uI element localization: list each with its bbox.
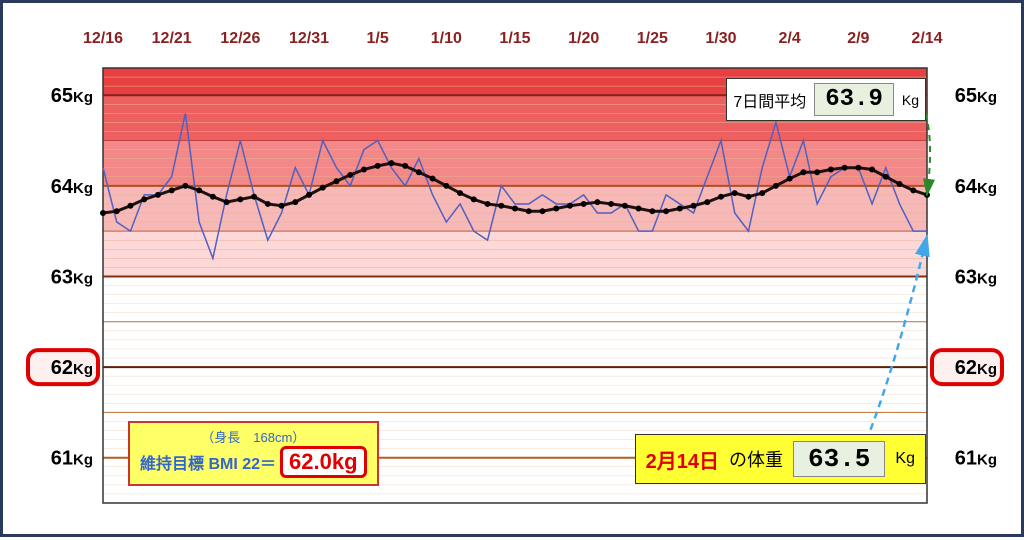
svg-text:12/16: 12/16	[83, 30, 123, 47]
target-prefix: 維持目標 BMI 22＝	[140, 450, 276, 474]
bmi-target-box: （身長 168cm） 維持目標 BMI 22＝ 62.0kg	[128, 421, 379, 486]
svg-text:2/14: 2/14	[911, 30, 942, 47]
svg-text:1/5: 1/5	[367, 30, 389, 47]
current-value: 63.5	[793, 441, 885, 477]
target-sub: （身長 168cm）	[140, 427, 367, 446]
svg-text:61Kg: 61Kg	[955, 448, 997, 470]
seven-day-average-box: 7日間平均 63.9 Kg	[726, 78, 926, 121]
svg-text:12/21: 12/21	[152, 30, 192, 47]
svg-text:12/26: 12/26	[220, 30, 260, 47]
avg-unit: Kg	[902, 92, 919, 108]
avg-label: 7日間平均	[733, 88, 806, 112]
svg-text:61Kg: 61Kg	[51, 448, 93, 470]
svg-text:62Kg: 62Kg	[955, 357, 997, 379]
current-unit: Kg	[895, 450, 915, 468]
svg-text:65Kg: 65Kg	[955, 85, 997, 107]
current-label: の体重	[729, 446, 783, 472]
svg-text:2/9: 2/9	[847, 30, 869, 47]
svg-text:1/15: 1/15	[499, 30, 530, 47]
current-date: 2月14日	[646, 445, 719, 474]
svg-text:1/10: 1/10	[431, 30, 462, 47]
avg-value: 63.9	[814, 83, 894, 116]
svg-text:1/20: 1/20	[568, 30, 599, 47]
svg-text:65Kg: 65Kg	[51, 85, 93, 107]
current-weight-box: 2月14日 の体重 63.5 Kg	[635, 434, 926, 484]
svg-text:63Kg: 63Kg	[51, 266, 93, 288]
svg-text:1/30: 1/30	[705, 30, 736, 47]
svg-text:1/25: 1/25	[637, 30, 668, 47]
svg-text:64Kg: 64Kg	[51, 176, 93, 198]
svg-text:12/31: 12/31	[289, 30, 329, 47]
chart-frame: 12/16 12/21 12/26 12/31 1/5 1/10 1/15 1/20 1/25 1…	[0, 0, 1024, 537]
svg-text:2/4: 2/4	[779, 30, 801, 47]
svg-text:62Kg: 62Kg	[51, 357, 93, 379]
svg-text:64Kg: 64Kg	[955, 176, 997, 198]
target-value: 62.0kg	[280, 446, 367, 478]
svg-text:63Kg: 63Kg	[955, 266, 997, 288]
